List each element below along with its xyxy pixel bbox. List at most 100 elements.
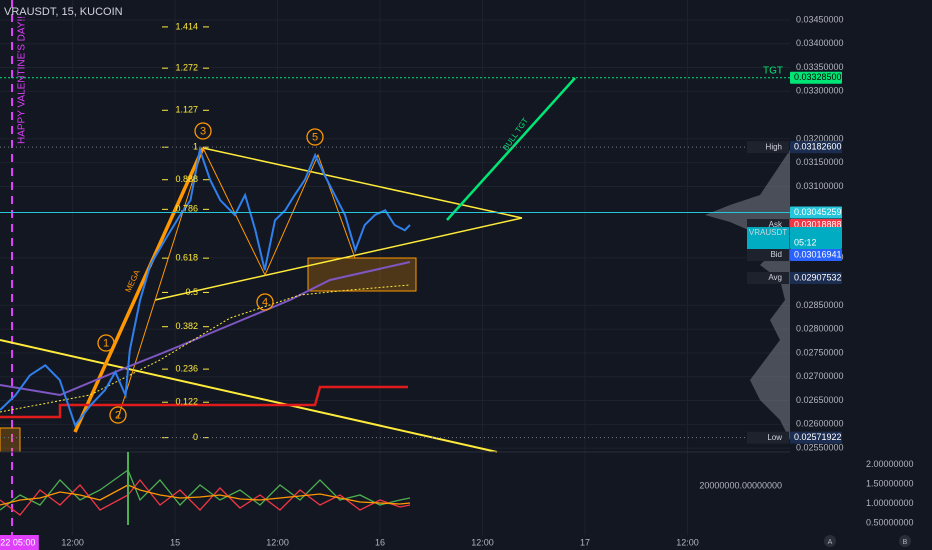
zone-box bbox=[0, 427, 21, 453]
corner-button-label: B bbox=[903, 539, 908, 546]
price-name: Bid bbox=[770, 250, 782, 259]
fib-label: 0.236 bbox=[175, 363, 198, 373]
x-tick-label: 12:00 bbox=[61, 537, 84, 547]
fib-label: 0.122 bbox=[175, 397, 198, 407]
price-name: Low bbox=[767, 433, 782, 442]
x-tick-label: 15 bbox=[170, 537, 180, 547]
y-tick-label: 0.03450000 bbox=[796, 14, 844, 24]
trend-line bbox=[154, 217, 523, 301]
fib-label: 0.786 bbox=[175, 204, 198, 214]
y-tick-label: 0.02550000 bbox=[796, 442, 844, 452]
price-name-box bbox=[747, 249, 789, 262]
x-tick-label: 12:00 bbox=[266, 537, 289, 547]
wave-marker bbox=[256, 293, 274, 311]
fib-label: 0.5 bbox=[185, 287, 198, 297]
zone-box bbox=[307, 257, 417, 292]
impulse-line bbox=[73, 147, 205, 433]
y2-tick-label: 0.50000000 bbox=[866, 518, 914, 528]
price-name-box bbox=[747, 272, 789, 285]
wave-label: 1 bbox=[103, 337, 109, 349]
price-name: Avg bbox=[768, 273, 782, 282]
price-name-box bbox=[747, 227, 789, 250]
wave-label: 3 bbox=[200, 125, 206, 137]
corner-button bbox=[899, 535, 911, 547]
price-label: 0.03016941 bbox=[794, 249, 842, 259]
price-label: 05:12 bbox=[794, 237, 817, 247]
fib-label: 1.414 bbox=[175, 21, 198, 31]
price-name: VRAUSDT bbox=[749, 228, 787, 237]
price-label: 0.02907532 bbox=[794, 272, 842, 282]
price-label-box bbox=[790, 141, 842, 154]
moving-average bbox=[0, 261, 411, 397]
x-tick-label: 12:00 bbox=[471, 537, 494, 547]
price-label: 0.02571922 bbox=[794, 432, 842, 442]
y-tick-label: 0.02600000 bbox=[796, 419, 844, 429]
wave-label: 2 bbox=[115, 409, 121, 421]
fib-label: 1.127 bbox=[175, 105, 198, 115]
y-tick-label: 0.03200000 bbox=[796, 133, 844, 143]
wave-line bbox=[117, 146, 356, 419]
x-tick-label: 2022 05:00 bbox=[0, 537, 35, 547]
y-tick-label: 0.03400000 bbox=[796, 38, 844, 48]
corner-button-label: A bbox=[828, 539, 833, 546]
price-label-box bbox=[790, 206, 842, 219]
wave-marker bbox=[97, 334, 115, 352]
price-label-box bbox=[790, 431, 842, 444]
fib-label: 0.888 bbox=[175, 174, 198, 184]
price-label: 0.03018888 bbox=[794, 219, 842, 229]
trend-line bbox=[0, 339, 498, 453]
trend-line bbox=[202, 147, 523, 219]
time-axis bbox=[0, 535, 932, 550]
axes: 0.03450000 0.03400000 0.03350000 0.03300000… bbox=[0, 14, 914, 550]
tgt-label: TGT bbox=[763, 65, 783, 76]
price-line bbox=[0, 145, 411, 428]
y-tick-label: 0.03100000 bbox=[796, 181, 844, 191]
price-label: 0.03182600 bbox=[794, 142, 842, 152]
symbol-title: VRAUSDT, 15, KUCOIN bbox=[4, 6, 123, 18]
wave-label: 5 bbox=[312, 131, 318, 143]
y2-tick-label: 1.00000000 bbox=[866, 498, 914, 508]
x-tick-label: 17 bbox=[580, 537, 590, 547]
indicator-line bbox=[0, 484, 411, 506]
indicator-line bbox=[0, 468, 411, 511]
price-label: 0.03045259 bbox=[794, 207, 842, 217]
y2-tick-label: 2.00000000 bbox=[866, 459, 914, 469]
price-label-box bbox=[790, 272, 842, 285]
fib-label: 0.618 bbox=[175, 253, 198, 263]
y-tick-label: 0.02800000 bbox=[796, 324, 844, 334]
volume-tick-label: 20000000.00000000 bbox=[699, 480, 782, 490]
y-tick-label: 0.03300000 bbox=[796, 86, 844, 96]
wave-marker bbox=[109, 406, 127, 424]
price-label-box bbox=[790, 71, 842, 84]
wave-marker bbox=[306, 128, 324, 146]
price-name-box bbox=[747, 141, 789, 154]
y-tick-label: 0.03350000 bbox=[796, 62, 844, 72]
indicator-line bbox=[0, 478, 411, 516]
x-tick-label: 16 bbox=[375, 537, 385, 547]
corner-button bbox=[824, 535, 836, 547]
plot: 1.414 1.272 1.127 1 0.888 0.786 0.618 0.5 0.382 0… bbox=[0, 21, 790, 442]
fib-label: 0 bbox=[193, 432, 198, 442]
side-note: HAPPY VALENTINE'S DAY!! bbox=[17, 16, 28, 144]
wave-marker bbox=[194, 122, 212, 140]
price-label-box bbox=[790, 227, 842, 250]
cursor-date-box bbox=[0, 535, 39, 550]
price-name-box bbox=[747, 431, 789, 444]
stop-line bbox=[0, 385, 408, 419]
fib-label: 1.272 bbox=[175, 63, 198, 73]
y2-tick-label: 1.50000000 bbox=[866, 479, 914, 489]
y-tick-label: 0.02650000 bbox=[796, 395, 844, 405]
price-name: High bbox=[766, 142, 782, 151]
fib-label: 1 bbox=[193, 142, 198, 152]
y-tick-label: 0.03150000 bbox=[796, 157, 844, 167]
y-tick-label: 0.02850000 bbox=[796, 300, 844, 310]
price-name: Ask bbox=[769, 220, 783, 229]
x-tick-label: 12:00 bbox=[676, 537, 699, 547]
target-line bbox=[446, 77, 576, 221]
wave-label: 4 bbox=[262, 296, 268, 308]
price-label-box bbox=[790, 249, 842, 262]
y-tick-label: 0.02750000 bbox=[796, 347, 844, 357]
y-tick-label: 0.02700000 bbox=[796, 371, 844, 381]
fib-label: 0.382 bbox=[175, 321, 198, 331]
